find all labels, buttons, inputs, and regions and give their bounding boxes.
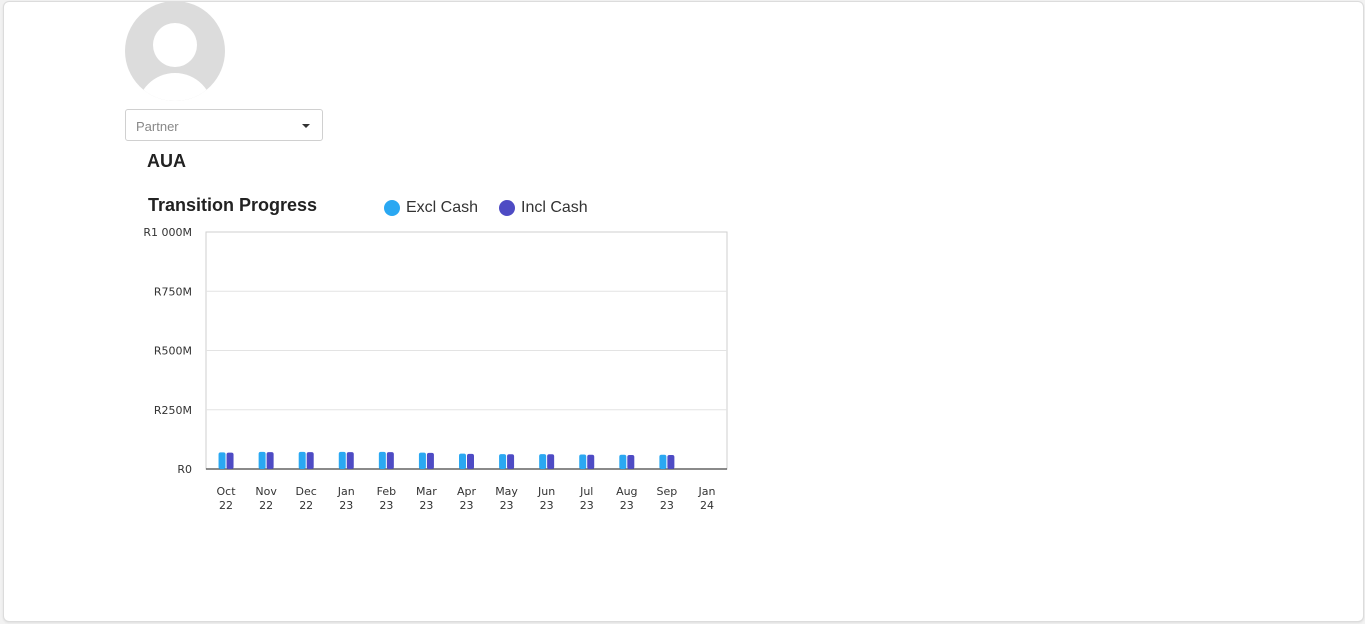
bar-excl-cash[interactable] [579, 454, 587, 469]
bar-incl-cash[interactable] [667, 455, 675, 469]
x-tick-label-year: 22 [259, 499, 273, 512]
partner-select-placeholder: Partner [136, 119, 179, 134]
x-tick-label-year: 23 [460, 499, 474, 512]
x-tick-label-year: 23 [419, 499, 433, 512]
bar-incl-cash[interactable] [627, 455, 635, 469]
bar-incl-cash[interactable] [346, 452, 354, 469]
legend-label-excl-cash: Excl Cash [406, 199, 479, 216]
legend-dot-incl-cash [499, 200, 515, 216]
x-tick-label-year: 22 [219, 499, 233, 512]
chart-title: Transition Progress [148, 195, 318, 215]
x-tick-label: Nov [255, 485, 277, 498]
bar-excl-cash[interactable] [378, 451, 386, 469]
x-tick-label: Aug [616, 485, 637, 498]
x-tick-label: Jan [697, 485, 715, 498]
x-tick-label: Mar [416, 485, 437, 498]
x-tick-label: Apr [457, 485, 477, 498]
partner-select[interactable]: Partner [125, 109, 323, 141]
bar-incl-cash[interactable] [467, 453, 474, 469]
x-tick-label-year: 23 [500, 499, 514, 512]
caret-down-icon [302, 124, 310, 128]
x-tick-label: Jul [579, 485, 593, 498]
bar-incl-cash[interactable] [547, 454, 555, 469]
bar-excl-cash[interactable] [418, 452, 426, 469]
bar-excl-cash[interactable] [459, 453, 466, 469]
x-tick-label: Jun [537, 485, 555, 498]
bar-excl-cash[interactable] [619, 454, 627, 469]
avatar [125, 1, 225, 101]
bar-incl-cash[interactable] [386, 452, 394, 469]
y-tick-label: R500M [154, 345, 192, 358]
section-title: AUA [147, 151, 186, 171]
bar-incl-cash[interactable] [226, 452, 234, 469]
bar-excl-cash[interactable] [298, 451, 306, 469]
bar-excl-cash[interactable] [499, 454, 507, 469]
bar-excl-cash[interactable] [258, 451, 266, 469]
x-tick-label: Sep [657, 485, 678, 498]
bar-incl-cash[interactable] [266, 452, 274, 469]
bar-incl-cash[interactable] [587, 454, 595, 469]
x-tick-label-year: 24 [700, 499, 714, 512]
bar-incl-cash[interactable] [306, 452, 314, 469]
bar-excl-cash[interactable] [539, 454, 547, 469]
legend-item-incl-cash[interactable]: Incl Cash [499, 198, 588, 218]
legend-item-excl-cash[interactable]: Excl Cash [384, 198, 478, 218]
y-tick-label: R0 [177, 463, 192, 476]
bar-incl-cash[interactable] [426, 452, 434, 469]
bar-excl-cash[interactable] [659, 454, 667, 469]
x-tick-label: May [495, 485, 518, 498]
x-tick-label: Jan [337, 485, 355, 498]
x-tick-label-year: 23 [580, 499, 594, 512]
x-tick-label: Oct [217, 485, 237, 498]
x-tick-label-year: 23 [379, 499, 393, 512]
bar-excl-cash[interactable] [338, 451, 346, 469]
x-tick-label-year: 23 [540, 499, 554, 512]
x-tick-label-year: 23 [620, 499, 634, 512]
legend-dot-excl-cash [384, 200, 400, 216]
x-tick-label-year: 23 [660, 499, 674, 512]
x-tick-label: Dec [296, 485, 317, 498]
y-tick-label: R750M [154, 285, 192, 298]
y-tick-label: R1 000M [143, 226, 192, 239]
bar-incl-cash[interactable] [507, 454, 515, 469]
x-tick-label-year: 22 [299, 499, 313, 512]
user-silhouette-icon [153, 23, 197, 67]
y-tick-label: R250M [154, 404, 192, 417]
x-tick-label-year: 23 [339, 499, 353, 512]
x-tick-label: Feb [377, 485, 396, 498]
legend-label-incl-cash: Incl Cash [521, 199, 588, 216]
bar-excl-cash[interactable] [218, 452, 226, 469]
content-card [3, 1, 1364, 622]
